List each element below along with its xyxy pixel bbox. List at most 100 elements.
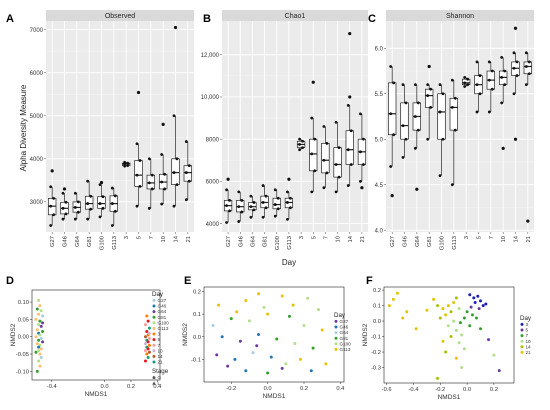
legend-swatch xyxy=(520,322,524,326)
scatter-point xyxy=(432,297,436,301)
scatter-point xyxy=(469,305,473,309)
box-plot-panels: A Observed 3000 4000 5000 6000 7000 G27 G46 G64 G8… xyxy=(6,10,534,250)
data-point xyxy=(322,186,326,190)
outlier-point xyxy=(50,169,54,173)
box-panel-b: Chao1 4000 6000 8000 10,000 12,000 G27 G46 G64 G8… xyxy=(201,10,368,250)
x-tick-label: -0.4 xyxy=(408,387,419,393)
data-point xyxy=(49,224,53,227)
data-point xyxy=(359,179,362,183)
data-point xyxy=(463,85,467,88)
data-point xyxy=(500,101,504,105)
scatter-point xyxy=(39,336,43,340)
x-tick-label: G100 xyxy=(440,236,446,250)
data-point xyxy=(249,215,253,219)
data-point xyxy=(64,212,68,216)
scatter-panel-d: -0.4 0.0 0.2 0.4 -0.10 -0.05 0.00 0.05 0.10 NMDS1… xyxy=(10,289,170,398)
y-tick-label: 0.10 xyxy=(18,300,29,306)
data-point xyxy=(240,210,244,214)
box-body xyxy=(309,138,318,172)
data-point xyxy=(228,198,231,202)
scatter-point xyxy=(478,299,482,303)
box-21 xyxy=(357,112,367,190)
data-point xyxy=(524,51,528,55)
x-tick-label: 7 xyxy=(489,236,495,239)
data-point xyxy=(150,187,154,191)
x-tick-label: 14 xyxy=(348,235,354,242)
data-point xyxy=(61,206,65,210)
scatter-point xyxy=(492,353,496,357)
scatter-point xyxy=(146,340,150,344)
outlier-point xyxy=(173,25,178,30)
outlier-point xyxy=(62,187,67,191)
x-axis-label: NMDS1 xyxy=(263,393,286,400)
legend-swatch xyxy=(334,347,338,351)
legend-label: G100 xyxy=(158,320,170,325)
box-g81 xyxy=(84,179,94,221)
data-point xyxy=(276,207,280,211)
data-point xyxy=(61,191,65,195)
outlier-point xyxy=(501,146,505,150)
scatter-point xyxy=(146,356,150,359)
box-g46 xyxy=(60,187,69,221)
legend-label: G113 xyxy=(158,326,169,331)
scatter-point xyxy=(37,359,41,363)
panel-letter-e: E xyxy=(184,275,191,287)
scatter-point xyxy=(284,362,288,366)
y-tick-label: 0.1 xyxy=(193,312,201,318)
scatter-point xyxy=(452,300,456,304)
box-g100 xyxy=(437,83,446,178)
data-point xyxy=(401,156,405,159)
data-point xyxy=(86,179,90,183)
outlier-point xyxy=(136,90,141,95)
scatter-point xyxy=(217,303,221,307)
panel-letter-d: D xyxy=(6,275,14,287)
data-point xyxy=(401,124,405,127)
data-point xyxy=(463,75,467,79)
scatter-point xyxy=(473,300,477,304)
x-tick-label: 0.0 xyxy=(101,384,109,390)
data-point xyxy=(322,158,326,162)
x-tick-label: 10 xyxy=(161,236,167,242)
scatter-point xyxy=(38,352,42,356)
legend-label: 10 xyxy=(526,339,532,344)
scatter-point xyxy=(474,316,478,320)
y-tick-label: 4000 xyxy=(30,157,44,163)
legend-swatch xyxy=(520,334,524,338)
scatter-point xyxy=(460,366,464,370)
scatter-point xyxy=(39,324,43,328)
box-g27 xyxy=(387,65,397,198)
data-point xyxy=(123,164,127,168)
data-point xyxy=(76,200,80,204)
panel-letter-b: B xyxy=(203,13,211,25)
facet-title: Chao1 xyxy=(285,13,306,20)
data-point xyxy=(249,205,253,209)
scatter-point xyxy=(38,319,42,323)
y-tick-label: -0.2 xyxy=(371,350,381,356)
data-point xyxy=(126,161,130,165)
data-point xyxy=(413,83,417,87)
scatter-point xyxy=(145,314,149,318)
legend-swatch xyxy=(152,310,156,314)
scatter-point xyxy=(401,316,405,320)
x-tick-label: G113 xyxy=(452,236,458,250)
data-point xyxy=(86,217,90,221)
scatter-point xyxy=(395,291,399,295)
plot-frame xyxy=(383,286,515,384)
box-g81 xyxy=(260,184,269,219)
data-point xyxy=(515,74,519,77)
outlier-point xyxy=(526,219,530,223)
scatter-point xyxy=(293,342,297,346)
data-point xyxy=(450,78,454,82)
data-point xyxy=(475,83,479,87)
data-point xyxy=(487,60,491,64)
y-tick-label: 4.5 xyxy=(375,183,384,189)
data-point xyxy=(524,65,528,68)
data-point xyxy=(500,75,504,79)
x-axis-label: NMDS1 xyxy=(438,394,461,401)
data-point xyxy=(49,204,53,208)
scatter-point xyxy=(449,335,453,339)
x-tick-label: 3 xyxy=(124,236,130,239)
scatter-point xyxy=(291,303,295,307)
data-point xyxy=(286,201,289,204)
